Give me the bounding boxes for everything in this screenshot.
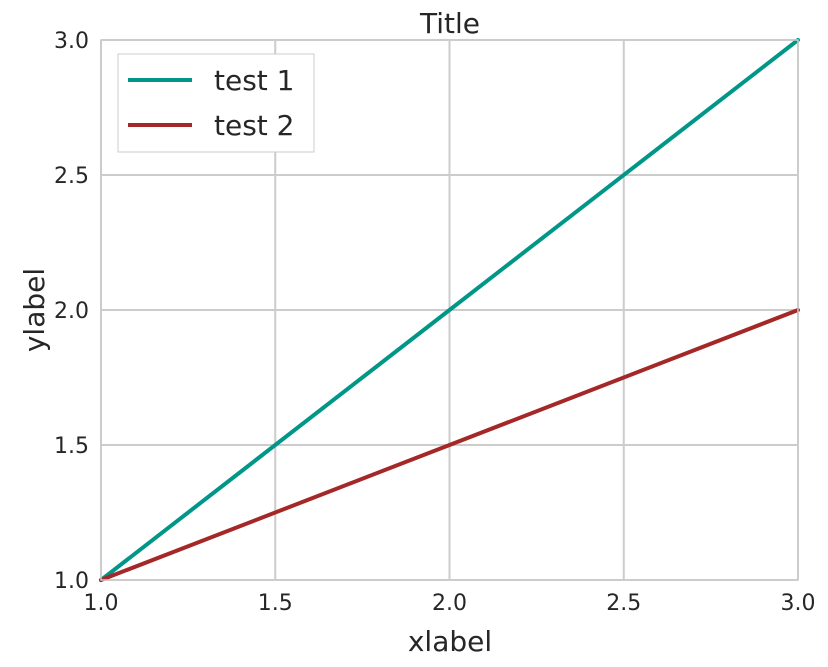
x-tick-label: 1.0 bbox=[84, 591, 119, 616]
x-tick-label: 2.5 bbox=[606, 591, 641, 616]
legend-label-1: test 1 bbox=[214, 64, 295, 97]
y-axis-label: ylabel bbox=[18, 268, 51, 352]
legend-label-2: test 2 bbox=[214, 109, 295, 142]
legend: test 1 test 2 bbox=[117, 53, 315, 153]
x-tick-label: 3.0 bbox=[781, 591, 816, 616]
x-tick-label: 2.0 bbox=[432, 591, 467, 616]
x-tick-label: 1.5 bbox=[258, 591, 293, 616]
series-lines bbox=[99, 38, 800, 582]
y-tick-label: 2.0 bbox=[54, 299, 89, 324]
y-tick-label: 3.0 bbox=[54, 29, 89, 54]
x-tick-labels: 1.0 1.5 2.0 2.5 3.0 bbox=[84, 591, 816, 616]
y-tick-label: 2.5 bbox=[54, 164, 89, 189]
plot-frame bbox=[100, 39, 799, 581]
y-tick-labels: 1.0 1.5 2.0 2.5 3.0 bbox=[54, 29, 89, 594]
legend-box bbox=[117, 53, 315, 153]
y-tick-label: 1.5 bbox=[54, 434, 89, 459]
y-tick-label: 1.0 bbox=[54, 569, 89, 594]
chart-title: Title bbox=[419, 7, 480, 40]
series-line-1 bbox=[99, 38, 800, 582]
series-line-2 bbox=[99, 308, 800, 582]
x-axis-label: xlabel bbox=[408, 625, 492, 658]
